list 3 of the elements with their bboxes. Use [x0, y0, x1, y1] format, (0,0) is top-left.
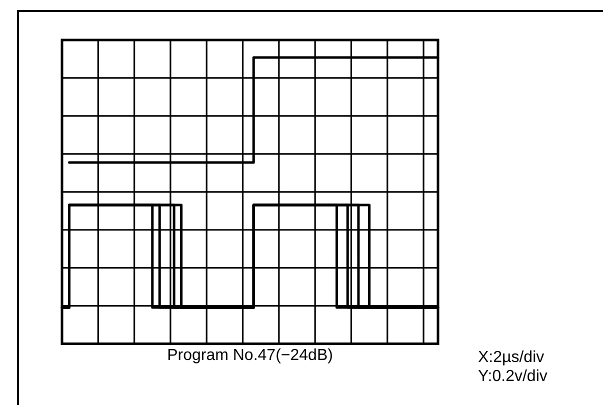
x-axis-title: Program No.47(−24dB) [167, 346, 333, 364]
text: Y:0.2v/div [478, 368, 548, 386]
text: X:2µs/div [478, 349, 544, 366]
